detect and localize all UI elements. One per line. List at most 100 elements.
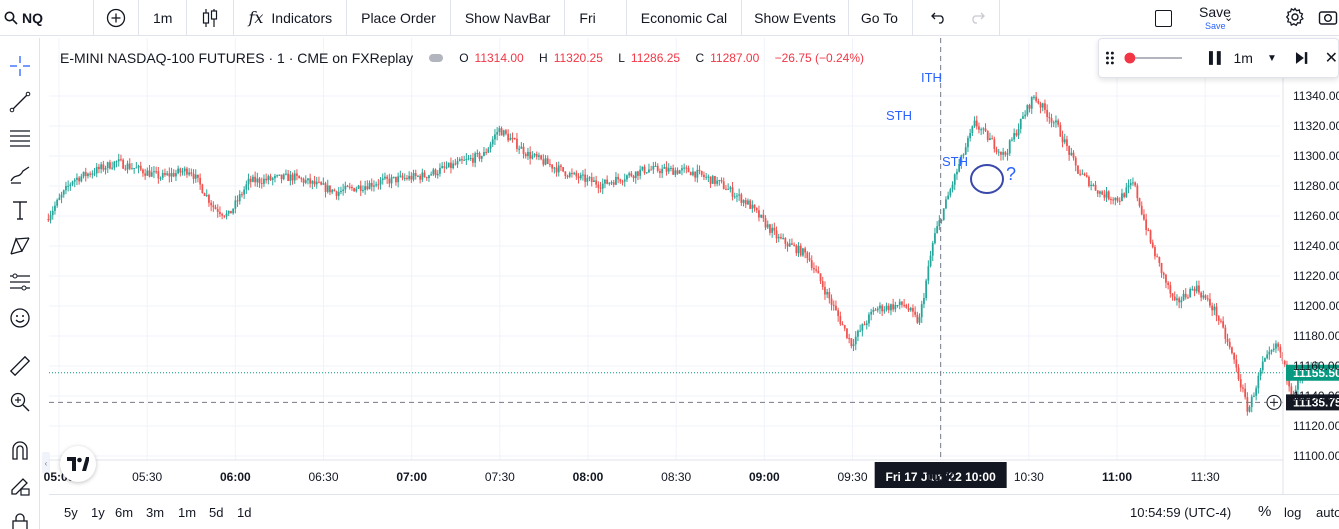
chart-type-button[interactable] bbox=[187, 0, 235, 36]
candle-body-down bbox=[423, 172, 426, 177]
percent-toggle[interactable]: % bbox=[1258, 503, 1272, 520]
candle-body-down bbox=[839, 316, 842, 325]
day-button[interactable]: Fri bbox=[565, 0, 627, 36]
prediction-tool[interactable] bbox=[8, 270, 32, 294]
emoji-tool[interactable] bbox=[8, 306, 32, 330]
crosshair-add-button[interactable] bbox=[1266, 394, 1282, 410]
show-events-button[interactable]: Show Events bbox=[742, 0, 849, 36]
candle-body-down bbox=[1167, 282, 1170, 285]
candle-body-up bbox=[489, 144, 492, 149]
candle-body-up bbox=[868, 314, 870, 324]
range-6m-button[interactable]: 6m bbox=[115, 505, 134, 520]
candle-body-up bbox=[654, 165, 657, 167]
visibility-toggle-icon[interactable] bbox=[429, 54, 444, 62]
candle-body-down bbox=[434, 169, 437, 176]
candle-body-down bbox=[907, 308, 910, 311]
lock-pencil-tool[interactable] bbox=[8, 474, 32, 498]
compare-button[interactable] bbox=[94, 0, 139, 36]
candle-body-down bbox=[984, 128, 987, 131]
range-1m-button[interactable]: 1m bbox=[178, 505, 197, 520]
camera-icon[interactable] bbox=[1318, 7, 1338, 27]
candle-body-up bbox=[964, 147, 967, 155]
candle-body-down bbox=[819, 273, 822, 282]
current-price-badge bbox=[1286, 364, 1339, 381]
chevron-down-icon[interactable]: ⌄ bbox=[1224, 12, 1234, 24]
brush-tool[interactable] bbox=[8, 162, 32, 186]
candle-body-up bbox=[593, 180, 595, 183]
candle-body-down bbox=[903, 304, 906, 306]
undo-button[interactable] bbox=[913, 0, 961, 36]
candle-body-down bbox=[791, 243, 793, 245]
pause-icon[interactable] bbox=[1208, 50, 1222, 66]
candle-body-down bbox=[478, 152, 481, 159]
candle-body-down bbox=[1156, 256, 1159, 258]
zoom-tool[interactable] bbox=[8, 390, 32, 414]
layout-toggle-icon[interactable] bbox=[1155, 10, 1172, 27]
collapse-toolbar-button[interactable]: ‹ bbox=[42, 452, 50, 474]
step-forward-icon[interactable] bbox=[1295, 51, 1309, 65]
candle-body-up bbox=[331, 189, 334, 193]
text-tool[interactable] bbox=[8, 198, 32, 222]
indicators-button[interactable]: fx Indicators bbox=[234, 0, 348, 36]
replay-interval[interactable]: 1m bbox=[1233, 50, 1253, 66]
log-toggle[interactable]: log bbox=[1284, 505, 1302, 520]
range-3m-button[interactable]: 3m bbox=[146, 505, 165, 520]
candle-body-down bbox=[703, 174, 705, 178]
candle-body-up bbox=[1314, 362, 1317, 366]
replay-speed-slider[interactable] bbox=[1123, 51, 1184, 65]
range-1d-button[interactable]: 1d bbox=[237, 505, 252, 520]
candle-body-down bbox=[1096, 190, 1099, 194]
candle-body-down bbox=[443, 166, 446, 168]
candle-body-down bbox=[828, 292, 831, 299]
candle-body-down bbox=[485, 152, 488, 154]
pattern-tool[interactable] bbox=[8, 234, 32, 258]
candle-body-up bbox=[1114, 197, 1117, 201]
save-button[interactable]: Save bbox=[1199, 4, 1231, 20]
candle-body-up bbox=[1006, 153, 1009, 155]
candle-body-down bbox=[874, 309, 877, 311]
crosshair-tool[interactable] bbox=[8, 54, 32, 78]
show-navbar-button[interactable]: Show NavBar bbox=[451, 0, 566, 36]
time-tick-label: 06:00 bbox=[220, 470, 251, 484]
price-tick-label: 11240.00 bbox=[1293, 239, 1339, 253]
candle-body-up bbox=[159, 177, 162, 179]
auto-toggle[interactable]: auto bbox=[1316, 505, 1339, 520]
range-5d-button[interactable]: 5d bbox=[209, 505, 224, 520]
candle-body-up bbox=[421, 172, 424, 180]
candle-body-up bbox=[634, 171, 637, 179]
range-5y-button[interactable]: 5y bbox=[64, 505, 78, 520]
lock-tool[interactable] bbox=[8, 510, 32, 529]
trend-line-tool[interactable] bbox=[8, 90, 32, 114]
candle-body-down bbox=[269, 176, 272, 180]
candle-body-down bbox=[887, 305, 890, 311]
economic-cal-button[interactable]: Economic Cal bbox=[627, 0, 743, 36]
range-1y-button[interactable]: 1y bbox=[91, 505, 105, 520]
clock[interactable]: 10:54:59 (UTC-4) bbox=[1130, 505, 1232, 520]
candle-body-up bbox=[274, 175, 276, 179]
replay-controls: 1m ▼ ✕ bbox=[1098, 38, 1339, 78]
candle-body-down bbox=[78, 177, 81, 182]
place-order-button[interactable]: Place Order bbox=[347, 0, 451, 36]
candle-body-down bbox=[258, 178, 261, 184]
magnet-tool[interactable] bbox=[8, 438, 32, 462]
interval-button[interactable]: 1m bbox=[139, 0, 188, 36]
candle-body-down bbox=[714, 176, 716, 184]
ruler-tool[interactable] bbox=[8, 354, 32, 378]
candle-body-down bbox=[630, 173, 633, 177]
goto-button[interactable]: Go To bbox=[849, 0, 913, 36]
candle-body-up bbox=[729, 187, 732, 189]
close-icon[interactable]: ✕ bbox=[1324, 50, 1338, 67]
tradingview-logo[interactable] bbox=[60, 446, 96, 482]
time-tick-label: 10:30 bbox=[1014, 470, 1044, 484]
symbol-search[interactable]: NQ bbox=[0, 0, 94, 36]
candle-body-down bbox=[529, 151, 532, 159]
close-value: 11287.00 bbox=[710, 51, 760, 65]
redo-button[interactable] bbox=[961, 0, 1000, 36]
drag-handle-icon[interactable] bbox=[1105, 50, 1115, 66]
replay-interval-dropdown-icon[interactable]: ▼ bbox=[1266, 52, 1277, 64]
fib-tool[interactable] bbox=[8, 126, 32, 150]
candle-body-up bbox=[1026, 105, 1029, 115]
candle-body-down bbox=[685, 167, 688, 169]
gear-icon[interactable] bbox=[1285, 7, 1305, 27]
